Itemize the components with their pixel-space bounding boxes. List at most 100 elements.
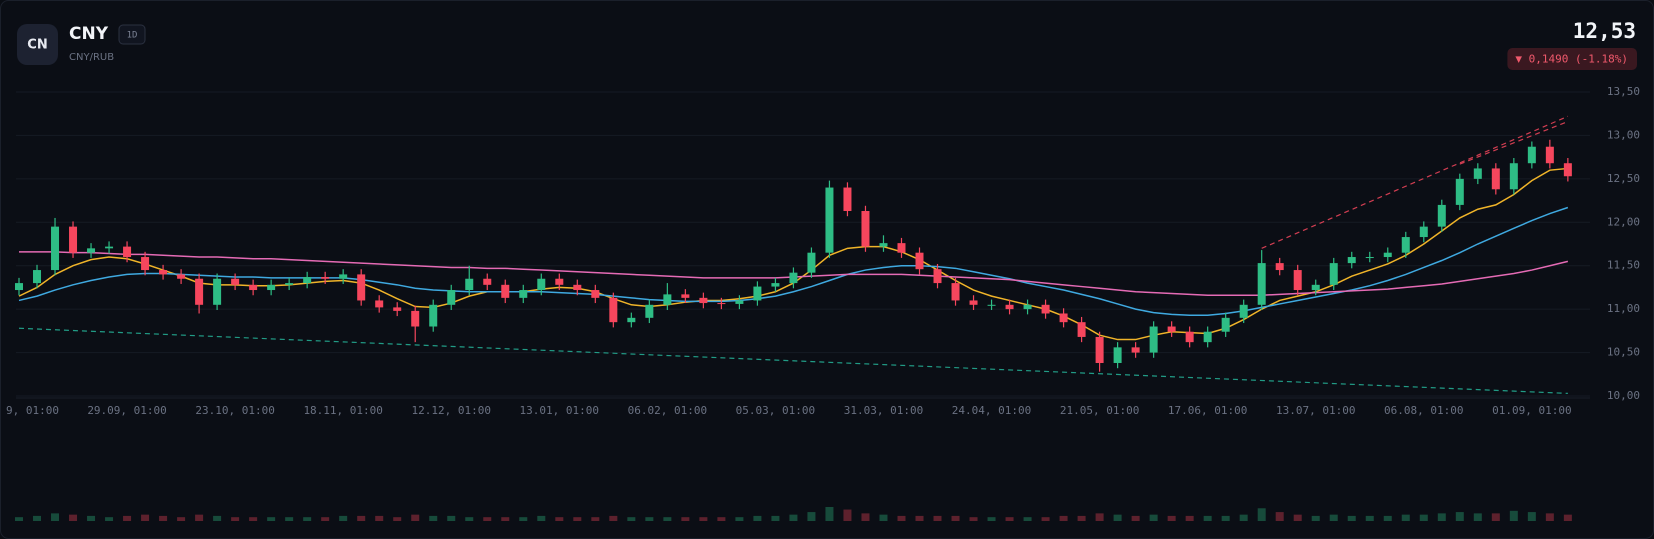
candle-body [1095,336,1104,363]
x-tick-label: 17.06, 01:00 [1168,404,1247,417]
candle-body [1203,331,1212,343]
y-tick-label: 10,50 [1607,346,1640,359]
volume-bar [1113,514,1122,521]
volume-bar [213,515,222,521]
volume-bar [987,517,996,521]
volume-bar [969,517,978,521]
volume-bar [465,517,474,521]
candle-body [1221,317,1230,332]
volume-bar [1473,513,1482,521]
candle-body [861,210,870,247]
candle-body [1185,331,1194,343]
candle-body [537,278,546,291]
y-tick-label: 13,00 [1607,128,1640,141]
candle-body [591,290,600,298]
volume-bar [915,515,924,521]
candle-body [717,303,726,305]
candle-body [969,300,978,305]
symbol-icon [17,24,58,65]
volume-bar [1149,514,1158,521]
volume-bar [537,515,546,521]
candle-body [357,274,366,301]
volume-bar [1509,510,1518,521]
volume-bar [339,515,348,521]
volume-bar [1185,515,1194,521]
y-tick-label: 10,00 [1607,389,1640,402]
candle-body [825,187,834,253]
volume-bar [681,517,690,521]
candle-body [339,274,348,279]
candle-body [1527,146,1536,164]
change: ▼ 0,1490 (-1.18%) [1515,53,1628,66]
x-tick-label: 12.12, 01:00 [411,404,490,417]
volume-bar [447,515,456,521]
volume-bar [267,517,276,521]
candle-body [483,278,492,285]
volume-bar [1221,515,1230,521]
candle-body [1023,304,1032,310]
volume-bar [1563,514,1572,521]
volume-bar [825,507,834,521]
candle-body [501,284,510,298]
candle-body [915,252,924,270]
candle-body [375,300,384,308]
volume-bar [735,517,744,521]
candle-body [231,278,240,285]
pair: CNY/RUB [69,52,114,63]
volume-bar [627,517,636,521]
candle-body [267,284,276,291]
candle-body [1563,163,1572,177]
volume-bar [1131,515,1140,521]
candle-body [519,290,528,298]
timeframe-badge[interactable] [118,24,146,45]
volume-bar [231,517,240,521]
candle-body [321,277,330,279]
volume-bar [69,514,78,521]
candle-body [1275,263,1284,271]
moving-average [18,206,1569,316]
x-tick-label: 21.05, 01:00 [1060,404,1139,417]
candle-body [699,297,708,304]
volume-bar [411,514,420,521]
volume-bar [753,515,762,521]
trend-line [1459,120,1569,165]
x-tick-label: 13.07, 01:00 [1276,404,1355,417]
candle-body [933,269,942,284]
volume-bar [951,515,960,521]
candle-body [609,297,618,323]
candle-body [1293,270,1302,291]
plot: 10,00 10,50 11,00 11,50 12,00 12,50 13,00 13,50… [6,85,1640,521]
volume-bar [555,517,564,521]
x-tick-label: 01.09, 01:00 [1492,404,1571,417]
volume-bar [519,517,528,521]
volume-bar [1023,517,1032,521]
volume-bar [33,515,42,521]
volume-bar [1365,515,1374,521]
volume-bar [87,515,96,521]
x-tick-label: 18.11, 01:00 [303,404,382,417]
volume-bar [1347,515,1356,521]
volume-bar [501,517,510,521]
volume-bar [1041,517,1050,521]
candle-body [1113,347,1122,363]
candle-body [213,278,222,305]
candle-body [249,284,258,291]
candle-body [1059,313,1068,323]
candle-body [807,252,816,273]
volume-bar [483,517,492,521]
candle-body [393,307,402,311]
volume-bar [609,515,618,521]
candle-body [1347,257,1356,264]
volume-bar [15,517,23,521]
volume-bar [771,515,780,521]
volume-bar [249,517,258,521]
volume-bar [591,517,600,521]
timeframe: 1D [127,31,138,41]
volume-bar [393,517,402,521]
candle-body [159,270,168,275]
x-tick-label: 13.01, 01:00 [520,404,599,417]
candle-body [15,283,23,291]
volume-bar [123,515,132,521]
volume-bar [861,513,870,521]
x-tick-label: 29.09, 01:00 [87,404,166,417]
